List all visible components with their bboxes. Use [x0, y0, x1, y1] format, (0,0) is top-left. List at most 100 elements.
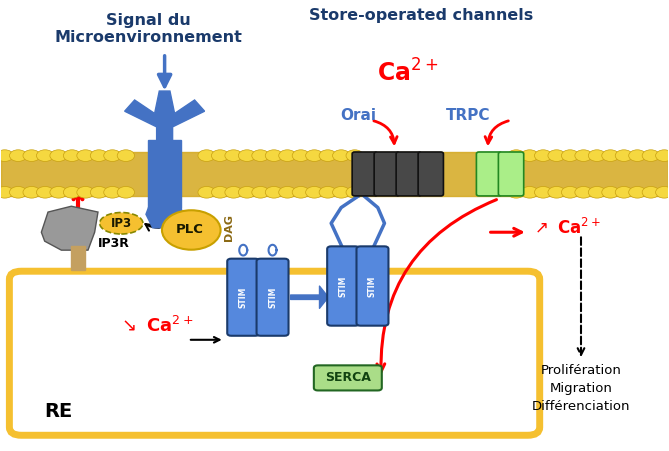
Text: IP3: IP3 [111, 217, 132, 230]
Circle shape [266, 150, 282, 161]
Circle shape [0, 150, 13, 161]
Text: STIM: STIM [368, 275, 377, 297]
Circle shape [64, 186, 81, 198]
Circle shape [77, 186, 94, 198]
Bar [72, 246, 85, 270]
Circle shape [252, 150, 269, 161]
Text: IP3R: IP3R [98, 237, 130, 250]
Circle shape [656, 186, 669, 198]
FancyArrowPatch shape [485, 121, 508, 143]
Circle shape [77, 150, 94, 161]
Circle shape [535, 186, 552, 198]
Circle shape [508, 186, 525, 198]
Circle shape [36, 150, 54, 161]
FancyArrowPatch shape [374, 121, 397, 143]
Circle shape [629, 150, 646, 161]
FancyBboxPatch shape [227, 259, 259, 336]
FancyBboxPatch shape [374, 152, 399, 196]
Circle shape [198, 150, 215, 161]
Text: Store-operated channels: Store-operated channels [309, 8, 533, 23]
Circle shape [642, 150, 660, 161]
Circle shape [535, 150, 552, 161]
Polygon shape [146, 196, 183, 228]
Text: TRPC: TRPC [446, 108, 490, 123]
Circle shape [117, 186, 134, 198]
Circle shape [629, 186, 646, 198]
Circle shape [266, 186, 282, 198]
Circle shape [319, 186, 337, 198]
Circle shape [50, 150, 67, 161]
Circle shape [211, 186, 229, 198]
Text: Orai: Orai [340, 108, 376, 123]
Circle shape [279, 150, 296, 161]
Circle shape [9, 186, 27, 198]
Circle shape [90, 186, 108, 198]
Circle shape [23, 150, 40, 161]
Circle shape [50, 186, 67, 198]
Text: Prolifération
Migration
Différenciation: Prolifération Migration Différenciation [532, 364, 630, 414]
Circle shape [90, 150, 108, 161]
Text: Ca$^{2+}$: Ca$^{2+}$ [377, 60, 438, 87]
Circle shape [332, 150, 350, 161]
Circle shape [198, 186, 215, 198]
Circle shape [306, 186, 323, 198]
FancyBboxPatch shape [314, 365, 382, 391]
Circle shape [238, 150, 256, 161]
FancyBboxPatch shape [418, 152, 444, 196]
Circle shape [588, 150, 605, 161]
Circle shape [642, 186, 660, 198]
FancyBboxPatch shape [9, 271, 540, 435]
Circle shape [279, 186, 296, 198]
Text: $\nearrow$ Ca$^{2+}$: $\nearrow$ Ca$^{2+}$ [531, 218, 601, 238]
Circle shape [561, 186, 579, 198]
Circle shape [104, 150, 121, 161]
Circle shape [575, 186, 592, 198]
FancyBboxPatch shape [396, 152, 421, 196]
Text: STIM: STIM [268, 286, 277, 308]
FancyBboxPatch shape [256, 259, 288, 336]
Circle shape [332, 186, 350, 198]
Circle shape [225, 150, 242, 161]
FancyBboxPatch shape [327, 246, 359, 326]
Circle shape [602, 150, 619, 161]
Bar [1, 152, 668, 196]
Circle shape [548, 186, 565, 198]
Circle shape [238, 186, 256, 198]
Circle shape [319, 150, 337, 161]
Circle shape [292, 186, 310, 198]
Circle shape [64, 150, 81, 161]
FancyBboxPatch shape [476, 152, 502, 196]
Circle shape [104, 186, 121, 198]
Circle shape [521, 186, 539, 198]
Ellipse shape [100, 212, 143, 234]
Circle shape [508, 150, 525, 161]
Text: RE: RE [45, 402, 73, 421]
Circle shape [211, 150, 229, 161]
Circle shape [602, 186, 619, 198]
FancyBboxPatch shape [357, 246, 389, 326]
Circle shape [346, 150, 363, 161]
Polygon shape [124, 91, 205, 152]
Circle shape [306, 150, 323, 161]
Circle shape [252, 186, 269, 198]
Circle shape [9, 150, 27, 161]
Circle shape [117, 150, 134, 161]
Circle shape [292, 150, 310, 161]
Circle shape [225, 186, 242, 198]
Circle shape [588, 186, 605, 198]
Circle shape [561, 150, 579, 161]
Text: $\searrow$ Ca$^{2+}$: $\searrow$ Ca$^{2+}$ [118, 316, 193, 336]
Text: Signal du
Microenvironnement: Signal du Microenvironnement [54, 13, 242, 45]
Circle shape [0, 186, 13, 198]
Circle shape [521, 150, 539, 161]
Bar [148, 140, 181, 207]
FancyBboxPatch shape [352, 152, 377, 196]
Circle shape [23, 186, 40, 198]
Circle shape [162, 210, 221, 250]
Circle shape [575, 150, 592, 161]
Polygon shape [41, 206, 98, 250]
Circle shape [615, 150, 633, 161]
Text: STIM: STIM [339, 275, 348, 297]
FancyBboxPatch shape [498, 152, 524, 196]
Circle shape [346, 186, 363, 198]
